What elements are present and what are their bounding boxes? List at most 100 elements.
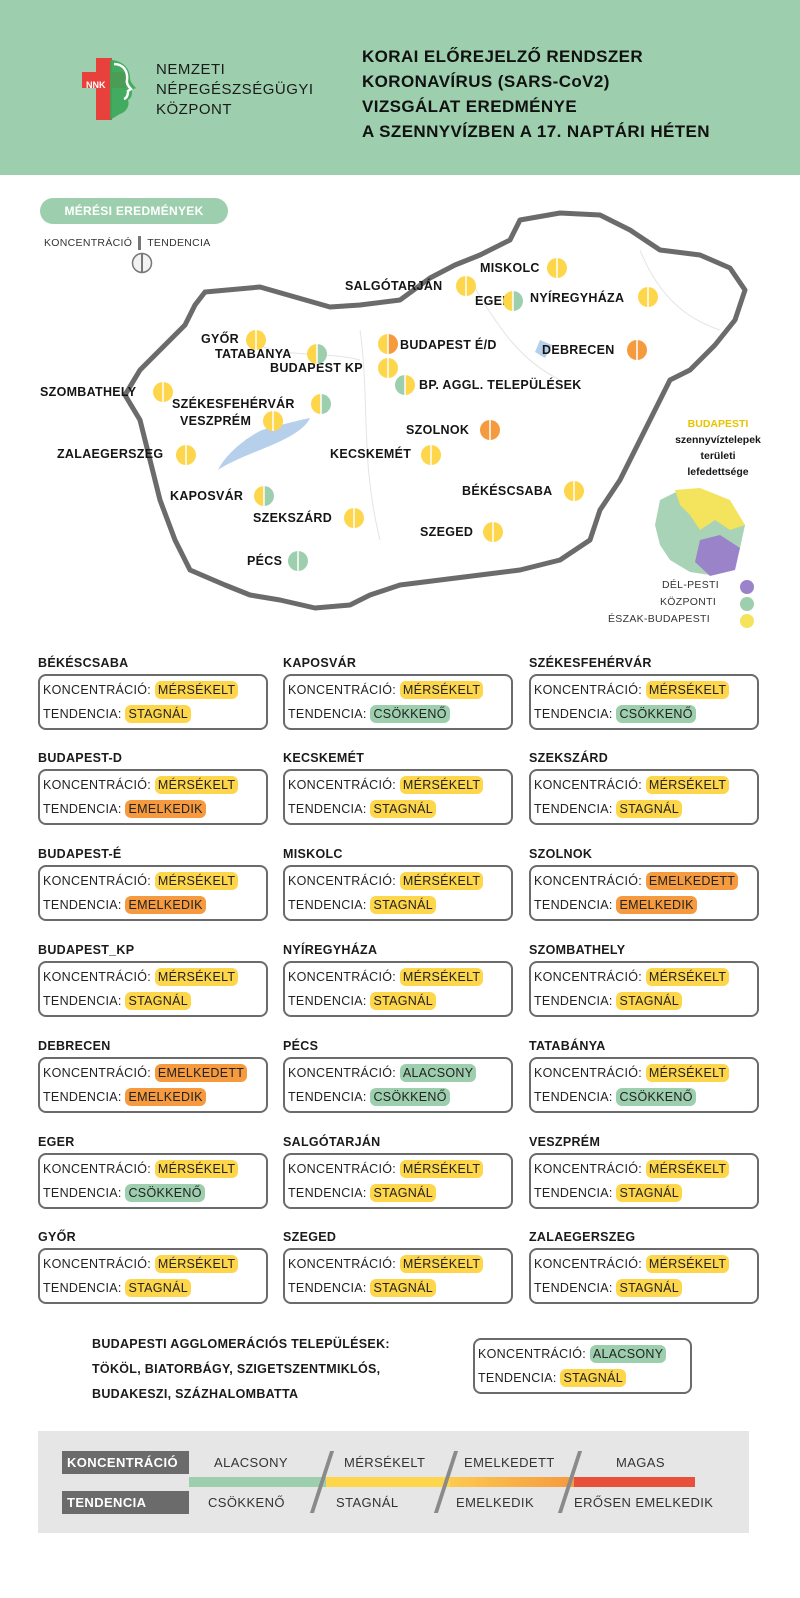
trend-row: TENDENCIA: CSÖKKENŐ (288, 705, 450, 723)
city-card: KONCENTRÁCIÓ: MÉRSÉKELT TENDENCIA: CSÖKKE… (529, 1057, 759, 1113)
trend-value: EMELKEDIK (125, 1088, 206, 1106)
city-card: KONCENTRÁCIÓ: EMELKEDETT TENDENCIA: EMELK… (38, 1057, 268, 1113)
trend-value: STAGNÁL (370, 800, 437, 818)
nnk-logo: NNK (82, 58, 136, 120)
bp-legend-south-dot (740, 580, 754, 594)
trend-value: CSÖKKENŐ (125, 1184, 205, 1202)
card-title: BUDAPEST-É (38, 847, 122, 861)
map-label-veszprem: VESZPRÉM (180, 414, 252, 428)
card-title: ZALAEGERSZEG (529, 1230, 636, 1244)
trend-value: STAGNÁL (370, 1184, 437, 1202)
city-card: KONCENTRÁCIÓ: MÉRSÉKELT TENDENCIA: STAGNÁ… (529, 1248, 759, 1304)
agglomeration-title: BUDAPESTI AGGLOMERÁCIÓS TELEPÜLÉSEK: TÖK… (92, 1337, 390, 1401)
map-label-miskolc: MISKOLC (480, 261, 540, 275)
trend-row: TENDENCIA: STAGNÁL (43, 1279, 192, 1297)
conc-row: KONCENTRÁCIÓ: ALACSONY (288, 1064, 477, 1082)
city-card: KONCENTRÁCIÓ: ALACSONY TENDENCIA: CSÖKKEN… (283, 1057, 513, 1113)
conc-row: KONCENTRÁCIÓ: MÉRSÉKELT (534, 968, 730, 986)
trend-value: EMELKEDIK (125, 800, 206, 818)
trend-row: TENDENCIA: STAGNÁL (534, 1279, 683, 1297)
trend-value: CSÖKKENŐ (616, 705, 696, 723)
conc-row: KONCENTRÁCIÓ: EMELKEDETT (43, 1064, 248, 1082)
conc-value: MÉRSÉKELT (154, 872, 239, 890)
conc-value: ALACSONY (399, 1064, 477, 1082)
trend-row: TENDENCIA: CSÖKKENŐ (43, 1184, 205, 1202)
card-title: BUDAPEST_KP (38, 943, 135, 957)
city-card: KONCENTRÁCIÓ: EMELKEDETT TENDENCIA: EMELK… (529, 865, 759, 921)
trend-row: TENDENCIA: STAGNÁL (534, 1184, 683, 1202)
map-label-budapest-ed: BUDAPEST É/D (400, 338, 497, 352)
conc-row: KONCENTRÁCIÓ: MÉRSÉKELT (534, 776, 730, 794)
conc-row: KONCENTRÁCIÓ: MÉRSÉKELT (288, 776, 484, 794)
legend-trend-stagnating: STAGNÁL (336, 1495, 399, 1510)
agglomeration-card: KONCENTRÁCIÓ: ALACSONY TENDENCIA: STAGNÁ… (473, 1338, 692, 1394)
city-card: KONCENTRÁCIÓ: MÉRSÉKELT TENDENCIA: STAGNÁ… (38, 961, 268, 1017)
card-title: SZEKSZÁRD (529, 751, 609, 765)
conc-value: MÉRSÉKELT (399, 1255, 484, 1273)
card-title: SZOMBATHELY (529, 943, 626, 957)
city-card: KONCENTRÁCIÓ: MÉRSÉKELT TENDENCIA: CSÖKKE… (529, 674, 759, 730)
half-circle-legend-icon (131, 252, 153, 274)
card-title: VESZPRÉM (529, 1135, 601, 1149)
legend-bar-moderate (326, 1477, 450, 1487)
trend-value: STAGNÁL (616, 1279, 683, 1297)
city-card: KONCENTRÁCIÓ: MÉRSÉKELT TENDENCIA: STAGNÁ… (283, 1153, 513, 1209)
trend-row: TENDENCIA: STAGNÁL (43, 705, 192, 723)
city-card: KONCENTRÁCIÓ: MÉRSÉKELT TENDENCIA: STAGNÁ… (283, 961, 513, 1017)
bp-legend-north-dot (740, 614, 754, 628)
city-card: KONCENTRÁCIÓ: MÉRSÉKELT TENDENCIA: CSÖKKE… (283, 674, 513, 730)
hungary-map (122, 210, 748, 611)
map-label-tatabanya: TATABÁNYA (215, 347, 292, 361)
trend-value: STAGNÁL (125, 1279, 192, 1297)
bp-legend-south: DÉL-PESTI (662, 579, 719, 591)
conc-row: KONCENTRÁCIÓ: EMELKEDETT (534, 872, 739, 890)
map-label-budapest-kp: BUDAPEST KP (270, 361, 363, 375)
card-title: PÉCS (283, 1039, 319, 1053)
map-label-kaposvar: KAPOSVÁR (170, 489, 244, 503)
conc-value: MÉRSÉKELT (645, 1255, 730, 1273)
conc-value: EMELKEDETT (645, 872, 739, 890)
conc-row: KONCENTRÁCIÓ: MÉRSÉKELT (288, 681, 484, 699)
legend-bar-low (189, 1477, 326, 1487)
page-title: KORAI ELŐREJELZŐ RENDSZER KORONAVÍRUS (S… (362, 47, 710, 141)
card-title: SZOLNOK (529, 847, 593, 861)
map-label-debrecen: DEBRECEN (542, 343, 615, 357)
city-card: KONCENTRÁCIÓ: MÉRSÉKELT TENDENCIA: STAGNÁ… (283, 865, 513, 921)
city-card: KONCENTRÁCIÓ: MÉRSÉKELT TENDENCIA: STAGNÁ… (283, 769, 513, 825)
conc-value: MÉRSÉKELT (645, 1064, 730, 1082)
legend-conc-head: KONCENTRÁCIÓ (62, 1451, 189, 1474)
map-label-gyor: GYŐR (201, 332, 240, 346)
conc-value: MÉRSÉKELT (399, 1160, 484, 1178)
map-label-szolnok: SZOLNOK (406, 423, 470, 437)
conc-value: MÉRSÉKELT (154, 681, 239, 699)
legend-conc-high: MAGAS (616, 1455, 665, 1470)
trend-value: CSÖKKENŐ (616, 1088, 696, 1106)
map-label-bp-aggl: BP. AGGL. TELEPÜLÉSEK (419, 378, 582, 392)
conc-row: KONCENTRÁCIÓ: MÉRSÉKELT (43, 1160, 239, 1178)
trend-row: TENDENCIA: EMELKEDIK (43, 1088, 206, 1106)
conc-row: KONCENTRÁCIÓ: MÉRSÉKELT (43, 1255, 239, 1273)
legend-trend-decreasing: CSÖKKENŐ (208, 1495, 285, 1510)
conc-value: MÉRSÉKELT (399, 776, 484, 794)
trend-value: STAGNÁL (616, 1184, 683, 1202)
trend-row: TENDENCIA: STAGNÁL (288, 1184, 437, 1202)
card-title: GYŐR (38, 1230, 77, 1244)
map-label-pecs: PÉCS (247, 554, 283, 568)
svg-text:NNK: NNK (86, 80, 106, 90)
trend-value: STAGNÁL (616, 800, 683, 818)
map-label-nyiregyhaza: NYÍREGYHÁZA (530, 291, 625, 305)
trend-row: TENDENCIA: EMELKEDIK (534, 896, 697, 914)
legend-bar-high (574, 1477, 695, 1487)
conc-value: MÉRSÉKELT (645, 681, 730, 699)
map-label-szekesfehervar: SZÉKESFEHÉRVÁR (172, 397, 295, 411)
conc-value: MÉRSÉKELT (399, 872, 484, 890)
legend-conc-low: ALACSONY (214, 1455, 289, 1470)
conc-row: KONCENTRÁCIÓ: MÉRSÉKELT (534, 1160, 730, 1178)
map-label-szombathely: SZOMBATHELY (40, 385, 137, 399)
agglomeration-trend-row: TENDENCIA: STAGNÁL (478, 1369, 627, 1387)
city-card: KONCENTRÁCIÓ: MÉRSÉKELT TENDENCIA: EMELKE… (38, 865, 268, 921)
city-card: KONCENTRÁCIÓ: MÉRSÉKELT TENDENCIA: STAGNÁ… (283, 1248, 513, 1304)
conc-row: KONCENTRÁCIÓ: MÉRSÉKELT (43, 776, 239, 794)
card-title: BUDAPEST-D (38, 751, 123, 765)
card-title: KECSKEMÉT (283, 751, 365, 765)
